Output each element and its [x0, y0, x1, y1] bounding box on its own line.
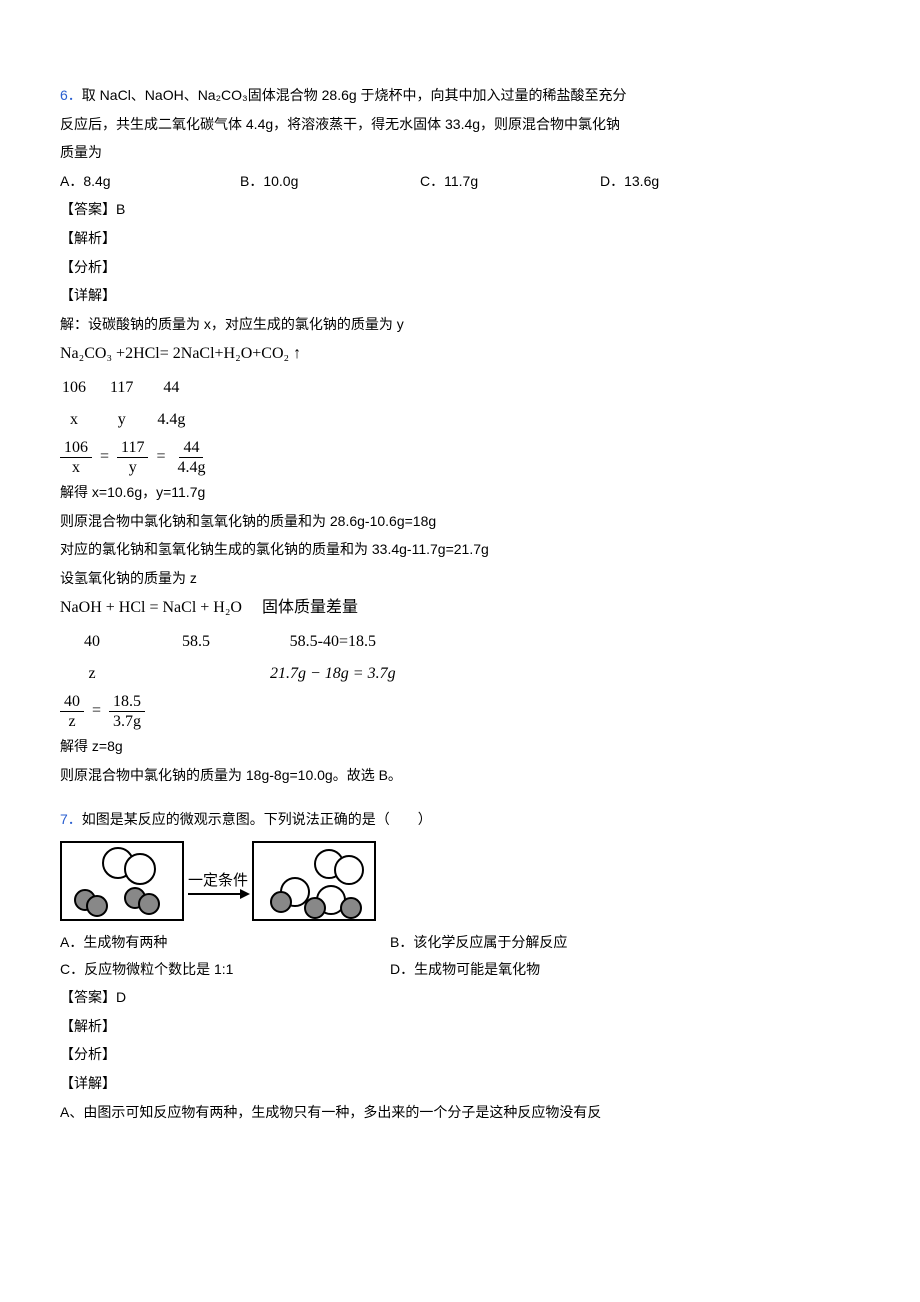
q6-xiangjie: 【详解】: [60, 282, 860, 309]
q6-answer: 【答案】B: [60, 196, 860, 223]
q6-r2c3: 4.4g: [157, 405, 207, 435]
diagram-right-box: [252, 841, 376, 921]
q7-options: A．生成物有两种 B．该化学反应属于分解反应 C．反应物微粒个数比是 1:1 D…: [60, 929, 860, 982]
q6-option-b: B．10.0g: [240, 168, 420, 195]
q6-eq2-right: 固体质量差量: [262, 599, 358, 616]
q6-sol-l1: 解得 x=10.6g，y=11.7g: [60, 479, 860, 506]
q6-jiexi: 【解析】: [60, 225, 860, 252]
q6-frac1-a: 106x: [60, 438, 92, 477]
q6-stem-line1: 6．取 NaCl、NaOH、Na₂CO₃固体混合物 28.6g 于烧杯中，向其中…: [60, 82, 860, 109]
q6-eq2-left: NaOH + HCl = NaCl + H₂O: [60, 599, 242, 616]
q6-r1c2: 117: [110, 373, 155, 403]
q6-r3c2: 58.5: [146, 627, 268, 657]
q6-frac1-c: 444.4g: [173, 438, 209, 477]
q6-r1c3: 44: [157, 373, 207, 403]
q6-eq1-rows: 106 117 44 x y 4.4g: [60, 371, 209, 438]
q6-option-d: D．13.6g: [600, 168, 780, 195]
q6-r4c2: [146, 659, 268, 689]
q6-stem-line3: 质量为: [60, 139, 860, 166]
equals-icon: =: [90, 696, 103, 726]
q6-frac1: 106x = 117y = 444.4g: [60, 438, 860, 477]
q7-option-d: D．生成物可能是氧化物: [390, 956, 720, 983]
q7-exp-a: A、由图示可知反应物有两种，生成物只有一种，多出来的一个分子是这种反应物没有反: [60, 1099, 860, 1126]
q7-option-b: B．该化学反应属于分解反应: [390, 929, 720, 956]
q6-r1c1: 106: [62, 373, 108, 403]
q7-stem-text: 如图是某反应的微观示意图。下列说法正确的是（ ）: [82, 811, 432, 827]
q7-jiexi: 【解析】: [60, 1013, 860, 1040]
q7-number: 7．: [60, 811, 82, 827]
q7-option-a: A．生成物有两种: [60, 929, 390, 956]
q6-r3c3: 58.5-40=18.5: [270, 627, 418, 657]
q6-frac1-b: 117y: [117, 438, 148, 477]
q6-option-a: A．8.4g: [60, 168, 240, 195]
q6-eq2-rows: 40 58.5 58.5-40=18.5 z 21.7g − 18g = 3.7…: [60, 625, 420, 692]
q6-r2c2: y: [110, 405, 155, 435]
q6-stem-text1: 取 NaCl、NaOH、Na₂CO₃固体混合物 28.6g 于烧杯中，向其中加入…: [82, 87, 627, 103]
q6-option-c: C．11.7g: [420, 168, 600, 195]
q6-sol-l3: 对应的氯化钠和氢氧化钠生成的氯化钠的质量和为 33.4g-11.7g=21.7g: [60, 536, 860, 563]
q6-equation1: Na₂CO₃ +2HCl= 2NaCl+H₂O+CO₂ ↑: [60, 341, 860, 367]
q6-frac2-a: 40z: [60, 692, 84, 731]
q7-stem: 7．如图是某反应的微观示意图。下列说法正确的是（ ）: [60, 806, 860, 833]
diagram-arrow: 一定条件: [188, 867, 248, 896]
arrow-label: 一定条件: [188, 867, 248, 896]
equals-icon: =: [154, 442, 167, 472]
spacer: [60, 790, 860, 804]
q6-options: A．8.4g B．10.0g C．11.7g D．13.6g: [60, 168, 860, 195]
q6-r2c1: x: [62, 405, 108, 435]
q7-fenxi: 【分析】: [60, 1041, 860, 1068]
diagram-left-box: [60, 841, 184, 921]
q6-number: 6．: [60, 87, 82, 103]
q6-r4c3: 21.7g − 18g = 3.7g: [270, 659, 418, 689]
arrow-icon: [188, 893, 248, 895]
q6-sol-intro: 解：设碳酸钠的质量为 x，对应生成的氯化钠的质量为 y: [60, 311, 860, 338]
q6-fenxi: 【分析】: [60, 254, 860, 281]
q6-sol-l5: 解得 z=8g: [60, 733, 860, 760]
q6-frac2-b: 18.53.7g: [109, 692, 145, 731]
q7-answer: 【答案】D: [60, 984, 860, 1011]
q6-sol-l6: 则原混合物中氯化钠的质量为 18g-8g=10.0g。故选 B。: [60, 762, 860, 789]
q7-xiangjie: 【详解】: [60, 1070, 860, 1097]
q6-sol-l2: 则原混合物中氯化钠和氢氧化钠的质量和为 28.6g-10.6g=18g: [60, 508, 860, 535]
q7-diagram: 一定条件: [60, 841, 860, 921]
q6-r4c1: z: [62, 659, 144, 689]
q6-sol-l4: 设氢氧化钠的质量为 z: [60, 565, 860, 592]
q7-option-c: C．反应物微粒个数比是 1:1: [60, 956, 390, 983]
q6-equation2: NaOH + HCl = NaCl + H₂O 固体质量差量: [60, 595, 860, 621]
equals-icon: =: [98, 442, 111, 472]
q6-r3c1: 40: [62, 627, 144, 657]
q6-frac2: 40z = 18.53.7g: [60, 692, 860, 731]
q6-stem-line2: 反应后，共生成二氧化碳气体 4.4g，将溶液蒸干，得无水固体 33.4g，则原混…: [60, 111, 860, 138]
